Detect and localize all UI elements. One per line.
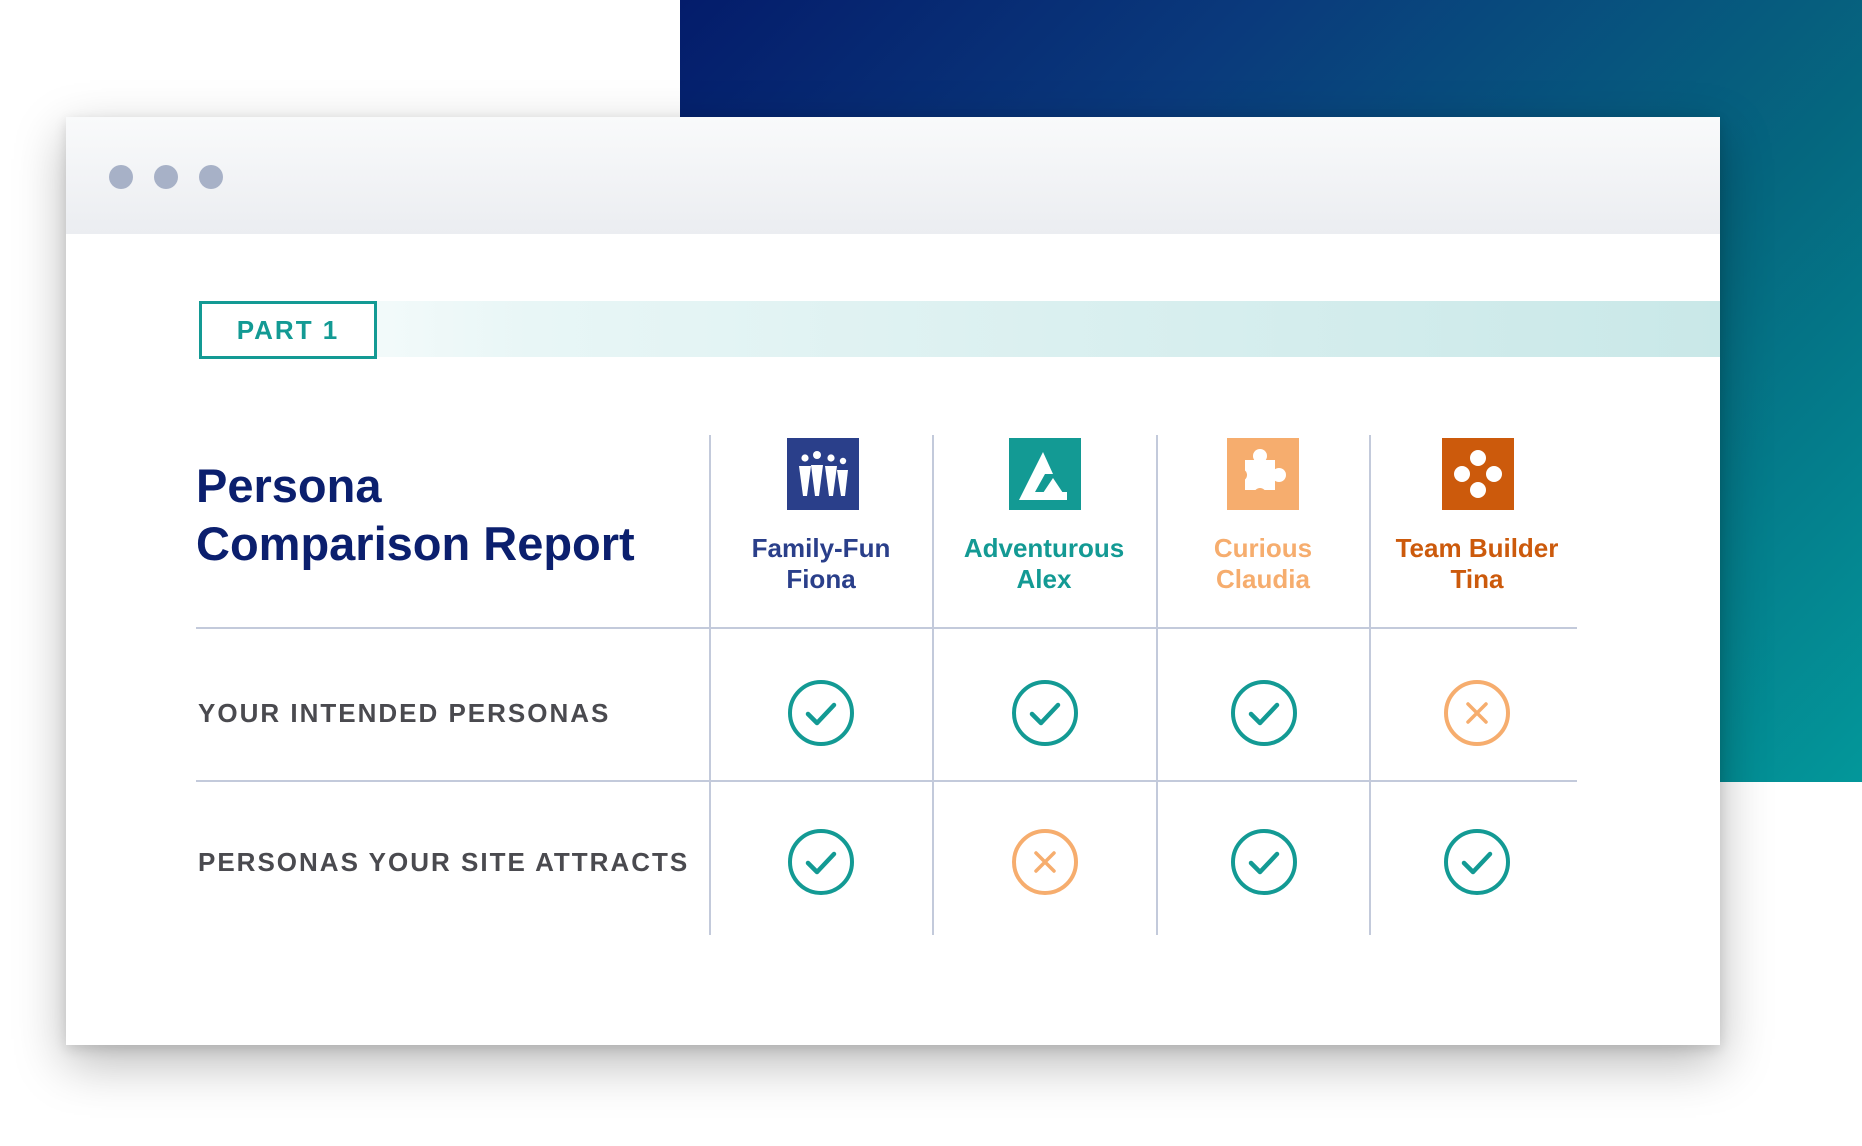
cross-circle-icon <box>1012 829 1078 895</box>
check-circle-icon <box>788 829 854 895</box>
grid-divider <box>196 780 1577 782</box>
persona-name-family-fun-fiona: Family-Fun Fiona <box>716 533 926 595</box>
window-dot-icon <box>109 165 133 189</box>
grid-divider <box>932 435 934 935</box>
cross-circle-icon <box>1444 680 1510 746</box>
row-label-intended-personas: YOUR INTENDED PERSONAS <box>198 698 611 728</box>
persona-name-curious-claudia: Curious Claudia <box>1158 533 1368 595</box>
puzzle-icon <box>1227 438 1299 510</box>
persona-name-line2: Claudia <box>1216 564 1310 594</box>
window-dot-icon <box>199 165 223 189</box>
persona-name-line2: Alex <box>1016 564 1072 594</box>
persona-name-line2: Tina <box>1450 564 1504 594</box>
persona-name-adventurous-alex: Adventurous Alex <box>939 533 1149 595</box>
browser-window: PART 1 Persona Comparison Report Family-… <box>66 117 1720 1045</box>
page-title-line2: Comparison Report <box>196 517 635 570</box>
persona-name-line1: Team Builder <box>1395 533 1559 563</box>
part-label: PART 1 <box>199 301 377 359</box>
part-banner <box>196 301 1720 357</box>
page-title: Persona Comparison Report <box>196 457 676 573</box>
persona-name-line1: Adventurous <box>963 533 1125 563</box>
persona-name-line1: Curious <box>1213 533 1313 563</box>
grid-divider <box>709 435 711 935</box>
persona-name-line2: Fiona <box>786 564 856 594</box>
grid-divider <box>1156 435 1158 935</box>
check-circle-icon <box>1012 680 1078 746</box>
family-icon <box>787 438 859 510</box>
check-circle-icon <box>788 680 854 746</box>
check-circle-icon <box>1231 680 1297 746</box>
check-circle-icon <box>1444 829 1510 895</box>
mountain-icon <box>1009 438 1081 510</box>
grid-divider <box>1369 435 1371 935</box>
persona-name-line1: Family-Fun <box>751 533 891 563</box>
check-circle-icon <box>1231 829 1297 895</box>
window-dot-icon <box>154 165 178 189</box>
window-titlebar <box>66 117 1720 234</box>
page-title-line1: Persona <box>196 459 382 512</box>
team-icon <box>1442 438 1514 510</box>
persona-name-team-builder-tina: Team Builder Tina <box>1372 533 1582 595</box>
row-label-site-attracts: PERSONAS YOUR SITE ATTRACTS <box>198 847 690 877</box>
grid-divider <box>196 627 1577 629</box>
